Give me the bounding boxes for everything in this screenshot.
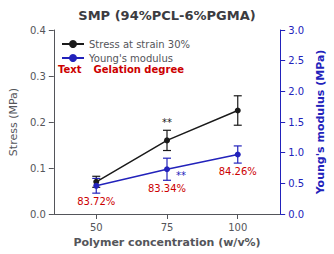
svg-text:1.0: 1.0 <box>288 147 304 158</box>
svg-text:Polymer concentration (w/v%): Polymer concentration (w/v%) <box>73 236 260 249</box>
svg-text:0.0: 0.0 <box>30 209 46 220</box>
svg-text:**: ** <box>162 117 172 128</box>
svg-text:84.26%: 84.26% <box>219 166 257 177</box>
svg-text:0.3: 0.3 <box>30 71 46 82</box>
svg-text:0.1: 0.1 <box>30 163 46 174</box>
svg-text:0.5: 0.5 <box>288 178 304 189</box>
svg-text:1.5: 1.5 <box>288 117 304 128</box>
svg-text:Young's modulus: Young's modulus <box>88 53 173 64</box>
svg-text:0.0: 0.0 <box>288 209 304 220</box>
svg-text:83.34%: 83.34% <box>148 183 186 194</box>
svg-text:100: 100 <box>228 222 247 233</box>
svg-text:50: 50 <box>90 222 103 233</box>
svg-text:0.2: 0.2 <box>30 117 46 128</box>
svg-text:0.4: 0.4 <box>30 25 46 36</box>
svg-text:SMP (94%PCL-6%PGMA): SMP (94%PCL-6%PGMA) <box>78 8 255 23</box>
svg-text:Text: Text <box>58 64 82 75</box>
svg-text:2.0: 2.0 <box>288 86 304 97</box>
svg-text:Stress at strain 30%: Stress at strain 30% <box>89 39 190 50</box>
svg-text:75: 75 <box>161 222 174 233</box>
svg-text:Gelation degree: Gelation degree <box>94 64 185 75</box>
svg-text:83.72%: 83.72% <box>77 196 115 207</box>
svg-text:3.0: 3.0 <box>288 25 304 36</box>
svg-text:2.5: 2.5 <box>288 55 304 66</box>
svg-text:Stress (MPa): Stress (MPa) <box>7 88 20 156</box>
svg-text:Young's modulus (MPa): Young's modulus (MPa) <box>314 50 327 196</box>
svg-text:**: ** <box>176 170 186 181</box>
